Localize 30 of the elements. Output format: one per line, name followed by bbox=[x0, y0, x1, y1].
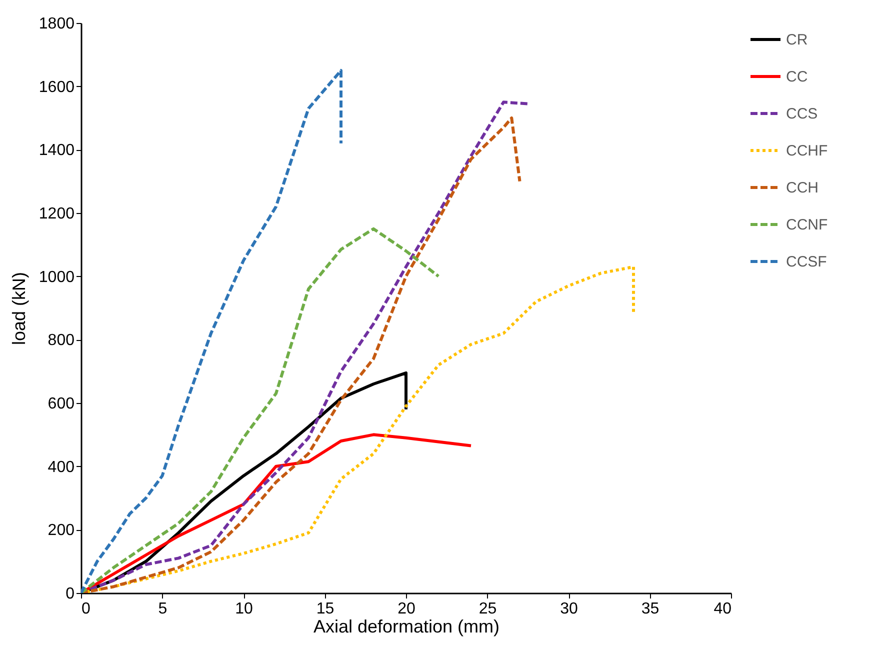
y-tick-label: 1800 bbox=[38, 16, 75, 32]
y-tick-label: 400 bbox=[48, 458, 75, 476]
x-tick-label: 30 bbox=[560, 600, 578, 618]
legend-label: CCSF bbox=[786, 254, 827, 270]
legend-label: CR bbox=[786, 32, 808, 48]
x-tick-label: 0 bbox=[82, 600, 90, 618]
x-tick-label: 25 bbox=[478, 600, 497, 618]
x-tick-label: 10 bbox=[235, 600, 253, 618]
legend-label: CCNF bbox=[786, 216, 828, 234]
x-tick-label: 40 bbox=[714, 600, 732, 618]
y-tick-label: 0 bbox=[66, 586, 75, 602]
legend-label: CCS bbox=[786, 106, 818, 122]
legend-label: CC bbox=[786, 68, 808, 86]
x-tick-label: 20 bbox=[398, 600, 416, 618]
y-tick-label: 800 bbox=[48, 332, 75, 350]
y-axis-title: load (kN) bbox=[8, 272, 29, 346]
y-tick-label: 1200 bbox=[38, 206, 75, 222]
x-tick-label: 5 bbox=[158, 600, 168, 618]
legend-label: CCH bbox=[786, 180, 818, 196]
x-tick-label: 15 bbox=[316, 600, 334, 618]
y-tick-label: 1600 bbox=[38, 78, 75, 96]
x-tick-label: 35 bbox=[641, 600, 660, 618]
line-series bbox=[81, 227, 440, 593]
line-series bbox=[81, 69, 342, 593]
y-tick-label: 1000 bbox=[38, 268, 75, 286]
x-axis-title: Axial deformation (mm) bbox=[313, 616, 500, 636]
legend-label: CCHF bbox=[786, 142, 828, 160]
y-tick-label: 200 bbox=[48, 522, 75, 540]
y-tick-label: 600 bbox=[48, 396, 75, 412]
y-tick-label: 1400 bbox=[38, 142, 75, 160]
